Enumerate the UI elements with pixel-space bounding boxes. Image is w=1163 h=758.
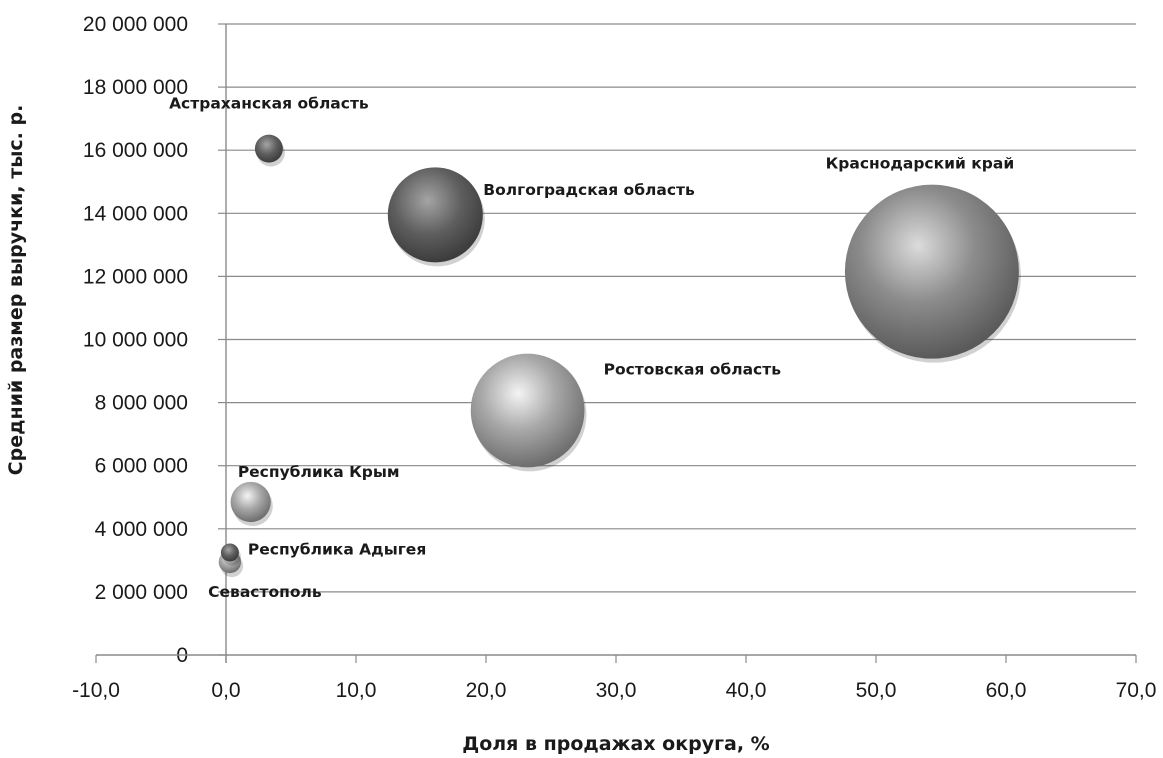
y-tick-label: 4 000 000 (95, 518, 188, 541)
x-tick-label: 10,0 (336, 679, 377, 702)
bubble-label: Астраханская область (169, 95, 369, 113)
bubble (844, 184, 1019, 359)
bubble-label: Севастополь (208, 583, 322, 601)
x-tick-label: 40,0 (726, 679, 767, 702)
y-tick-label: 12 000 000 (83, 265, 188, 288)
y-tick-label: 20 000 000 (83, 13, 188, 36)
bubble-labels: Астраханская область Волгоградская област… (169, 95, 1014, 601)
bubble-label: Ростовская область (604, 360, 782, 378)
bubble (470, 353, 585, 468)
bubble-label: Волгоградская область (483, 181, 695, 199)
x-tick-label: 0,0 (211, 679, 240, 702)
bubble-label: Республика Крым (238, 463, 400, 481)
bubble (254, 134, 283, 163)
x-tick-label: -10,0 (72, 679, 120, 702)
bubbles (218, 134, 1021, 578)
y-axis-title: Средний размер выручки, тыс. р. (5, 105, 27, 476)
y-tick-label: 16 000 000 (83, 139, 188, 162)
bubble-label: Республика Адыгея (248, 540, 426, 558)
x-tick-label: 60,0 (986, 679, 1027, 702)
x-axis-title: Доля в продажах округа, % (462, 733, 769, 755)
x-tick-label: 30,0 (596, 679, 637, 702)
x-tick-label: 20,0 (466, 679, 507, 702)
gridlines (226, 23, 1136, 593)
y-tick-label: 10 000 000 (83, 329, 188, 352)
y-tick-label: 2 000 000 (95, 581, 188, 604)
y-tick-label: 18 000 000 (83, 76, 188, 99)
bubble-label: Краснодарский край (826, 155, 1015, 173)
y-tick-label: 8 000 000 (95, 392, 188, 415)
x-tick-label: 70,0 (1116, 679, 1157, 702)
bubble (230, 481, 271, 523)
y-tick-label: 6 000 000 (95, 455, 188, 478)
x-tick-label: 50,0 (856, 679, 897, 702)
y-tick-label: 14 000 000 (83, 202, 188, 225)
bubble (220, 543, 239, 562)
bubble (387, 167, 483, 263)
